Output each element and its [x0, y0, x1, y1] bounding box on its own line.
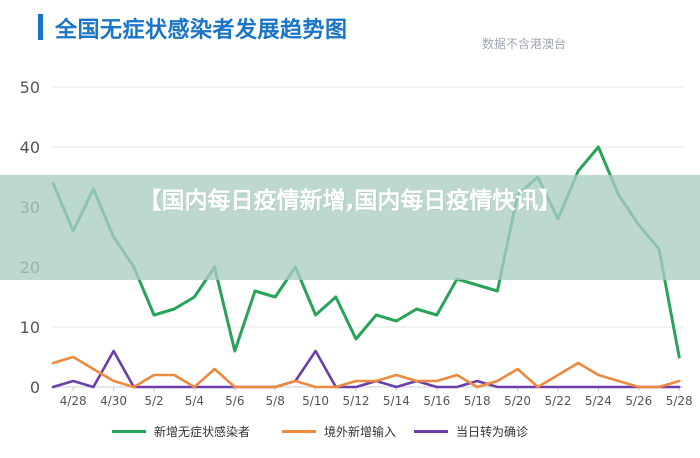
x-tick-label: 4/28 — [60, 394, 87, 408]
legend-swatch-purple — [414, 429, 448, 433]
x-tick-label: 5/8 — [266, 394, 285, 408]
overlay-banner: 【国内每日疫情新增,国内每日疫情快讯】 — [0, 175, 700, 280]
legend-swatch-green — [112, 429, 146, 433]
x-tick-label: 5/24 — [585, 394, 612, 408]
x-tick-label: 4/30 — [100, 394, 127, 408]
legend-label: 当日转为确诊 — [456, 424, 529, 439]
x-tick-label: 5/20 — [504, 394, 531, 408]
x-tick-label: 5/18 — [464, 394, 491, 408]
source-note: 数据不含港澳台 — [482, 37, 567, 51]
x-tick-label: 5/4 — [185, 394, 204, 408]
chart-title: 全国无症状感染者发展趋势图 — [55, 18, 348, 43]
legend-item-imported: 境外新增输入 — [282, 421, 396, 441]
y-tick-label: 50 — [20, 78, 40, 97]
x-tick-label: 5/12 — [343, 394, 370, 408]
series-line-imported — [51, 355, 681, 389]
x-tick-label: 5/2 — [144, 394, 163, 408]
x-tick-label: 5/14 — [383, 394, 410, 408]
y-tick-label: 40 — [20, 138, 40, 157]
legend-label: 新增无症状感染者 — [154, 424, 251, 439]
x-tick-label: 5/26 — [625, 394, 652, 408]
legend-swatch-orange — [282, 429, 316, 433]
x-tick-label: 5/6 — [225, 394, 244, 408]
legend-label: 境外新增输入 — [324, 424, 397, 439]
y-tick-label: 0 — [30, 378, 40, 397]
x-tick-label: 5/16 — [423, 394, 450, 408]
x-tick-label: 5/10 — [302, 394, 329, 408]
banner-text: 【国内每日疫情新增,国内每日疫情快讯】 — [138, 188, 562, 214]
chart-legend: 新增无症状感染者 境外新增输入 当日转为确诊 — [0, 421, 700, 441]
series-line-converted — [51, 349, 681, 389]
legend-item-new-asymptomatic: 新增无症状感染者 — [112, 421, 250, 441]
title-accent-bar — [38, 14, 43, 40]
legend-item-converted: 当日转为确诊 — [414, 421, 528, 441]
y-tick-label: 10 — [20, 318, 40, 337]
x-tick-label: 5/28 — [666, 394, 693, 408]
x-tick-label: 5/22 — [545, 394, 572, 408]
